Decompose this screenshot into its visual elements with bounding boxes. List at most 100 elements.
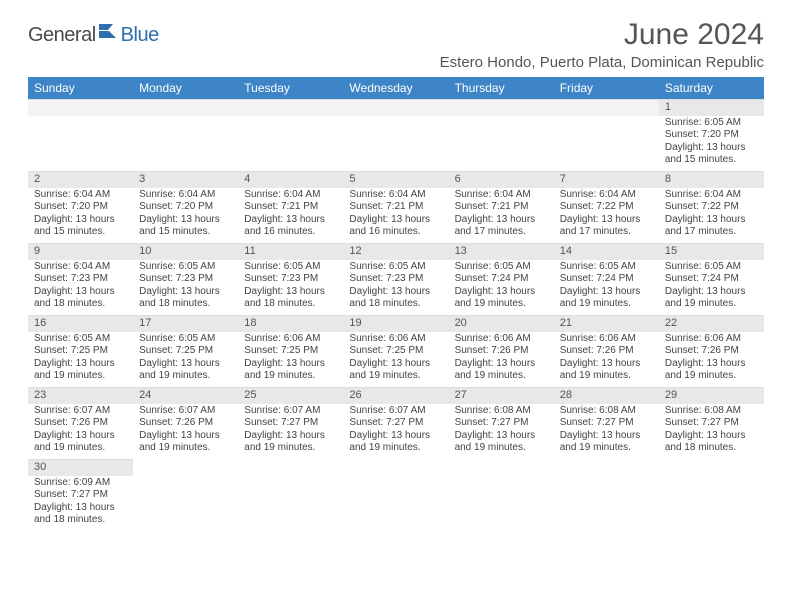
logo-text-blue: Blue [121,24,159,47]
calendar-day-cell: 6Sunrise: 6:04 AMSunset: 7:21 PMDaylight… [449,171,554,243]
sunset-text: Sunset: 7:23 PM [34,273,127,286]
sunrise-text: Sunrise: 6:08 AM [455,405,548,418]
calendar-day-cell [28,99,133,171]
day-body: Sunrise: 6:07 AMSunset: 7:27 PMDaylight:… [238,404,343,457]
day-number-bar: 1 [659,99,764,116]
sunrise-text: Sunrise: 6:04 AM [349,189,442,202]
calendar-day-cell: 22Sunrise: 6:06 AMSunset: 7:26 PMDayligh… [659,315,764,387]
calendar-day-cell: 26Sunrise: 6:07 AMSunset: 7:27 PMDayligh… [343,387,448,459]
daylight-text: Daylight: 13 hours and 19 minutes. [244,358,337,383]
daylight-text: Daylight: 13 hours and 19 minutes. [665,286,758,311]
day-body: Sunrise: 6:05 AMSunset: 7:24 PMDaylight:… [449,260,554,313]
day-number-bar: 30 [28,459,133,476]
day-number-bar: 14 [554,243,659,260]
sunset-text: Sunset: 7:21 PM [349,201,442,214]
daylight-text: Daylight: 13 hours and 19 minutes. [560,286,653,311]
sunrise-text: Sunrise: 6:09 AM [34,477,127,490]
sunset-text: Sunset: 7:26 PM [560,345,653,358]
day-body: Sunrise: 6:06 AMSunset: 7:26 PMDaylight:… [554,332,659,385]
sunrise-text: Sunrise: 6:05 AM [665,261,758,274]
sunset-text: Sunset: 7:25 PM [34,345,127,358]
sunrise-text: Sunrise: 6:07 AM [34,405,127,418]
day-body: Sunrise: 6:04 AMSunset: 7:20 PMDaylight:… [28,188,133,241]
day-body: Sunrise: 6:04 AMSunset: 7:22 PMDaylight:… [554,188,659,241]
calendar-day-cell: 23Sunrise: 6:07 AMSunset: 7:26 PMDayligh… [28,387,133,459]
daylight-text: Daylight: 13 hours and 19 minutes. [349,430,442,455]
daylight-text: Daylight: 13 hours and 19 minutes. [455,286,548,311]
sunset-text: Sunset: 7:25 PM [244,345,337,358]
title-block: June 2024 Estero Hondo, Puerto Plata, Do… [440,18,764,71]
calendar-day-cell: 24Sunrise: 6:07 AMSunset: 7:26 PMDayligh… [133,387,238,459]
day-body: Sunrise: 6:08 AMSunset: 7:27 PMDaylight:… [659,404,764,457]
daylight-text: Daylight: 13 hours and 18 minutes. [349,286,442,311]
sunset-text: Sunset: 7:22 PM [560,201,653,214]
sunrise-text: Sunrise: 6:04 AM [139,189,232,202]
calendar-day-cell: 7Sunrise: 6:04 AMSunset: 7:22 PMDaylight… [554,171,659,243]
sunset-text: Sunset: 7:26 PM [34,417,127,430]
calendar-week-row: 1Sunrise: 6:05 AMSunset: 7:20 PMDaylight… [28,99,764,171]
calendar-day-cell [238,99,343,171]
calendar-week-row: 30Sunrise: 6:09 AMSunset: 7:27 PMDayligh… [28,459,764,531]
daylight-text: Daylight: 13 hours and 19 minutes. [139,358,232,383]
calendar-day-cell: 5Sunrise: 6:04 AMSunset: 7:21 PMDaylight… [343,171,448,243]
daylight-text: Daylight: 13 hours and 15 minutes. [34,214,127,239]
day-number-bar: 7 [554,171,659,188]
day-number-bar: 23 [28,387,133,404]
day-body: Sunrise: 6:04 AMSunset: 7:23 PMDaylight:… [28,260,133,313]
day-number-bar [28,99,133,116]
day-body: Sunrise: 6:05 AMSunset: 7:23 PMDaylight:… [133,260,238,313]
day-number-bar: 20 [449,315,554,332]
sunset-text: Sunset: 7:24 PM [560,273,653,286]
day-body: Sunrise: 6:08 AMSunset: 7:27 PMDaylight:… [554,404,659,457]
sunset-text: Sunset: 7:21 PM [244,201,337,214]
sunset-text: Sunset: 7:24 PM [665,273,758,286]
day-number-bar: 13 [449,243,554,260]
daylight-text: Daylight: 13 hours and 15 minutes. [665,142,758,167]
day-body: Sunrise: 6:09 AMSunset: 7:27 PMDaylight:… [28,476,133,529]
day-number-bar: 22 [659,315,764,332]
day-number-bar [343,99,448,116]
calendar-day-cell: 20Sunrise: 6:06 AMSunset: 7:26 PMDayligh… [449,315,554,387]
calendar-table: SundayMondayTuesdayWednesdayThursdayFrid… [28,77,764,531]
day-number-bar: 5 [343,171,448,188]
sunrise-text: Sunrise: 6:07 AM [349,405,442,418]
sunset-text: Sunset: 7:27 PM [665,417,758,430]
day-number-bar: 3 [133,171,238,188]
day-number-bar [133,99,238,116]
calendar-day-cell: 12Sunrise: 6:05 AMSunset: 7:23 PMDayligh… [343,243,448,315]
calendar-day-cell: 4Sunrise: 6:04 AMSunset: 7:21 PMDaylight… [238,171,343,243]
daylight-text: Daylight: 13 hours and 19 minutes. [34,358,127,383]
day-body: Sunrise: 6:05 AMSunset: 7:25 PMDaylight:… [28,332,133,385]
daylight-text: Daylight: 13 hours and 19 minutes. [665,358,758,383]
daylight-text: Daylight: 13 hours and 18 minutes. [34,502,127,527]
calendar-day-cell: 27Sunrise: 6:08 AMSunset: 7:27 PMDayligh… [449,387,554,459]
daylight-text: Daylight: 13 hours and 18 minutes. [34,286,127,311]
calendar-day-cell: 19Sunrise: 6:06 AMSunset: 7:25 PMDayligh… [343,315,448,387]
sunrise-text: Sunrise: 6:05 AM [244,261,337,274]
calendar-day-cell: 21Sunrise: 6:06 AMSunset: 7:26 PMDayligh… [554,315,659,387]
daylight-text: Daylight: 13 hours and 19 minutes. [139,430,232,455]
sunrise-text: Sunrise: 6:05 AM [665,117,758,130]
daylight-text: Daylight: 13 hours and 19 minutes. [455,358,548,383]
weekday-header: Saturday [659,77,764,99]
calendar-day-cell [659,459,764,531]
location: Estero Hondo, Puerto Plata, Dominican Re… [440,54,764,71]
calendar-day-cell: 30Sunrise: 6:09 AMSunset: 7:27 PMDayligh… [28,459,133,531]
day-body: Sunrise: 6:06 AMSunset: 7:26 PMDaylight:… [449,332,554,385]
sunrise-text: Sunrise: 6:05 AM [349,261,442,274]
calendar-week-row: 9Sunrise: 6:04 AMSunset: 7:23 PMDaylight… [28,243,764,315]
calendar-day-cell [554,459,659,531]
weekday-header-row: SundayMondayTuesdayWednesdayThursdayFrid… [28,77,764,99]
day-number-bar: 19 [343,315,448,332]
sunrise-text: Sunrise: 6:04 AM [665,189,758,202]
sunrise-text: Sunrise: 6:05 AM [139,261,232,274]
daylight-text: Daylight: 13 hours and 19 minutes. [349,358,442,383]
day-body: Sunrise: 6:04 AMSunset: 7:21 PMDaylight:… [449,188,554,241]
calendar-day-cell [133,99,238,171]
sunset-text: Sunset: 7:27 PM [455,417,548,430]
day-number-bar: 27 [449,387,554,404]
day-body: Sunrise: 6:04 AMSunset: 7:22 PMDaylight:… [659,188,764,241]
calendar-day-cell: 11Sunrise: 6:05 AMSunset: 7:23 PMDayligh… [238,243,343,315]
daylight-text: Daylight: 13 hours and 19 minutes. [455,430,548,455]
day-body: Sunrise: 6:07 AMSunset: 7:26 PMDaylight:… [133,404,238,457]
